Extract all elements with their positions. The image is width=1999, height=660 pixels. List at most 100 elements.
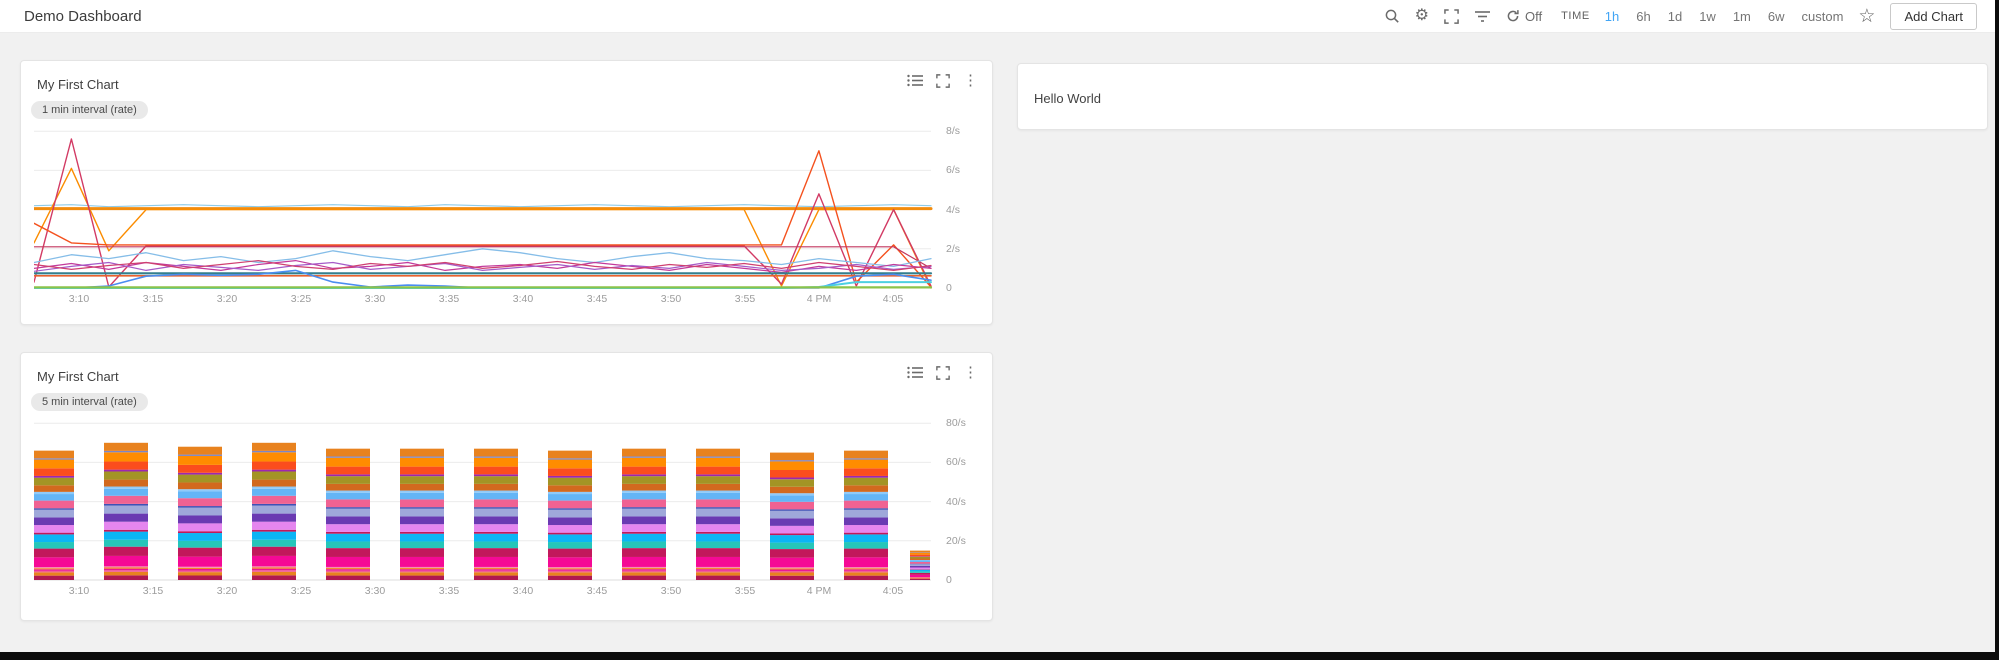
line-series-orange-spiky	[33, 167, 932, 289]
kebab-menu-icon[interactable]: ⋮	[963, 364, 978, 381]
bar-segment-orange-red	[326, 466, 370, 475]
bar-segment-orange-thin	[770, 568, 814, 570]
bar-segment-salmon-pink	[548, 500, 592, 509]
bar-segment-purple	[400, 516, 444, 525]
bar-segment-navy-line	[844, 508, 888, 510]
bar-segment-crimson-line	[622, 531, 666, 534]
favorite-star-icon[interactable]: ☆	[1858, 5, 1876, 27]
bar-segment-magenta-thin	[400, 569, 444, 571]
bar-segment-crimson-bottom	[30, 575, 74, 580]
bar-segment-periwinkle	[400, 508, 444, 517]
bar-segment-magenta	[548, 557, 592, 568]
legend-list-icon[interactable]	[907, 366, 923, 379]
bar-segment-purple-line	[770, 477, 814, 480]
fullscreen-icon[interactable]	[1444, 8, 1459, 24]
add-chart-button[interactable]: Add Chart	[1890, 2, 1977, 30]
time-range-6w[interactable]: 6w	[1767, 8, 1785, 24]
bar-segment-azure	[844, 534, 888, 543]
time-range-group: 1h 6h 1d 1w 1m 6w custom	[1605, 9, 1844, 24]
bar-segment-violet	[770, 525, 814, 534]
settings-gear-icon[interactable]: ⚙	[1414, 7, 1429, 24]
time-range-custom[interactable]: custom	[1801, 8, 1844, 24]
chart-actions: ⋮	[907, 73, 978, 88]
bar-segment-light-blue-line	[326, 490, 370, 493]
line-series-light-blue-wavy	[33, 248, 932, 268]
bar-segment-orange-low	[104, 571, 148, 576]
bar-segment-bright-orange	[400, 457, 444, 467]
x-axis-label: 3:35	[438, 585, 460, 597]
bar-segment-crimson-line	[696, 531, 740, 534]
x-axis-label: 3:55	[734, 585, 756, 597]
bar-segment-turquoise	[326, 541, 370, 549]
time-range-1h[interactable]: 1h	[1604, 8, 1620, 24]
bar-segment-crimson	[252, 546, 296, 556]
bar-segment-violet	[910, 567, 930, 570]
bar-segment-turquoise	[770, 542, 814, 550]
bar-segment-crimson	[178, 547, 222, 557]
bar-segment-purple-line	[474, 474, 518, 477]
time-range-1m[interactable]: 1m	[1732, 8, 1751, 24]
auto-refresh-toggle[interactable]: Off	[1506, 9, 1542, 24]
filter-icon[interactable]	[1474, 9, 1491, 23]
bar-segment-crimson-bottom	[178, 575, 222, 580]
bar-segment-azure	[30, 534, 74, 543]
time-range-6h[interactable]: 6h	[1636, 8, 1651, 24]
y-axis-label: 8/s	[946, 125, 961, 138]
x-axis-label: 3:25	[290, 585, 312, 597]
bar-segment-azure	[548, 534, 592, 543]
bar-segment-magenta	[910, 574, 930, 578]
time-range-1d[interactable]: 1d	[1667, 8, 1683, 24]
search-icon[interactable]	[1384, 8, 1400, 24]
top-bar: Demo Dashboard ⚙ Off TIME 1h 6h 1d 1w 1m 6w cu…	[0, 0, 1999, 33]
bar-segment-crimson-line	[30, 532, 74, 535]
bar-segment-orange-red	[178, 464, 222, 473]
bar-segment-orange-red	[844, 468, 888, 476]
bar-segment-navy-line	[30, 508, 74, 510]
kebab-menu-icon[interactable]: ⋮	[963, 72, 978, 89]
bar-segment-rose-thin	[30, 567, 74, 569]
line-plot	[32, 130, 933, 289]
bar-segment-orange-low	[400, 572, 444, 576]
legend-list-icon[interactable]	[907, 74, 923, 87]
bar-segment-orange-thin	[400, 568, 444, 570]
bar-segment-rose-thin	[400, 566, 444, 569]
bar-segment-salmon-pink	[30, 500, 74, 509]
bar-segment-slate-line	[178, 454, 222, 456]
bar-segment-azure	[104, 531, 148, 540]
x-axis-label: 3:45	[586, 585, 608, 597]
bar-segment-violet	[400, 524, 444, 532]
bar-segment-crimson-bottom	[910, 579, 930, 580]
line-series-orange-red-mid	[33, 150, 932, 288]
time-range-1w[interactable]: 1w	[1699, 8, 1716, 24]
maximize-icon[interactable]	[936, 73, 950, 88]
bar-segment-crimson-bottom	[696, 575, 740, 580]
bar-segment-orange-low	[252, 571, 296, 576]
bar-segment-crimson	[474, 548, 518, 557]
chart-card-bars: My First Chart 5 min interval (rate) ⋮ 8…	[20, 352, 993, 621]
bar-segment-violet	[326, 524, 370, 532]
bar-segment-purple-line	[104, 469, 148, 472]
bar-segment-periwinkle	[252, 505, 296, 514]
bar-segment-navy-line	[178, 506, 222, 508]
bar-segment-orange-low	[326, 572, 370, 576]
bar-segment-brown-orange	[622, 483, 666, 491]
x-axis-label: 3:40	[512, 585, 534, 597]
line-series-pale-blue-top	[33, 204, 932, 208]
bar-segment-magenta-thin	[548, 569, 592, 571]
bar-segment-light-blue-line	[548, 491, 592, 495]
bar-segment-azure	[696, 533, 740, 542]
stacked-bar-plot	[30, 422, 931, 581]
bar-segment-purple	[622, 516, 666, 525]
bar-segment-pink-thin	[844, 570, 888, 573]
bar-segment-orange-low	[770, 572, 814, 576]
bar-segment-olive	[910, 556, 930, 559]
window-edge-right	[1995, 0, 1999, 660]
bar-segment-slate-line	[474, 456, 518, 458]
bar-segment-crimson-line	[474, 531, 518, 534]
refresh-status-label: Off	[1524, 8, 1543, 24]
bar-segment-turquoise	[696, 541, 740, 549]
bar-segment-violet	[622, 524, 666, 532]
maximize-icon[interactable]	[936, 365, 950, 380]
bar-segment-crimson	[548, 548, 592, 558]
bar-segment-turquoise	[252, 539, 296, 547]
